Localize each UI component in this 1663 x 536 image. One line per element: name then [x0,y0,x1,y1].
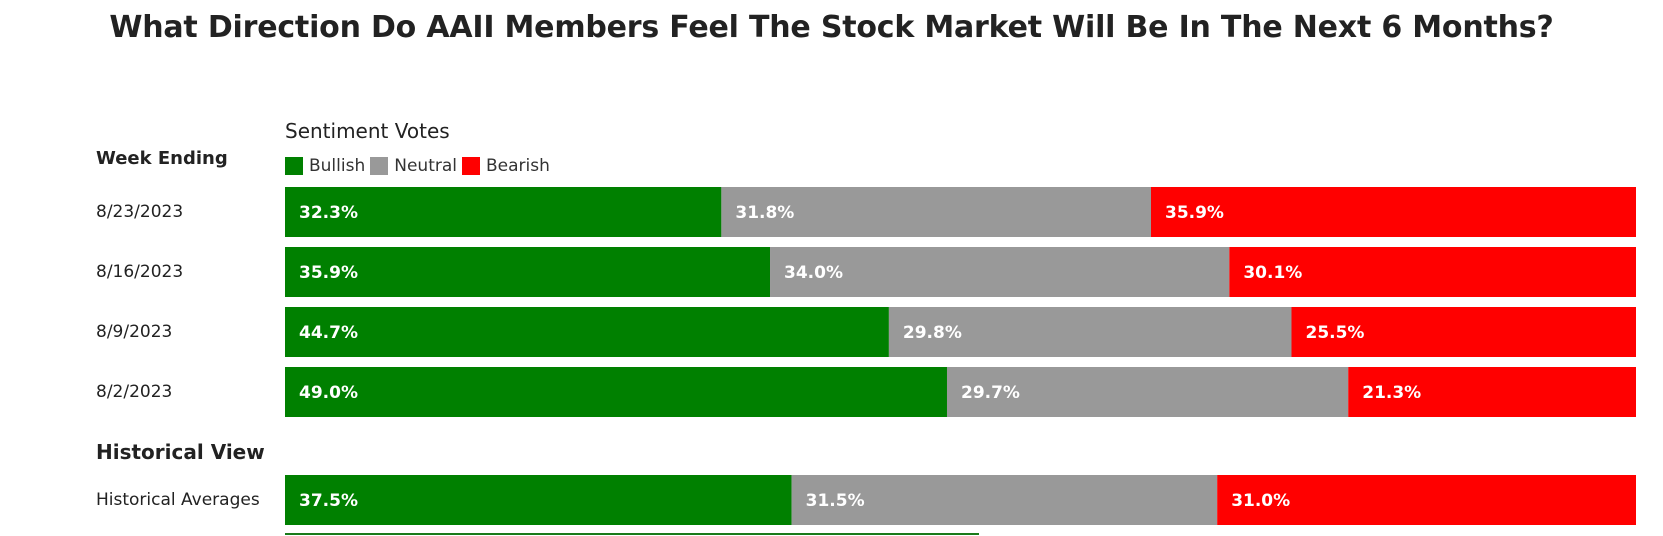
data-label-historical-neutral: 31.5% [806,491,865,511]
data-label-week-2-neutral: 34.0% [784,263,843,283]
legend-swatch-bullish [285,157,303,175]
bar-historical-neutral [791,475,1218,525]
data-label-week-3-neutral: 29.8% [903,323,962,343]
legend-label-neutral: Neutral [394,156,457,176]
bar-historical-bullish [285,475,792,525]
row-label-week-4: 8/2/2023 [96,382,173,402]
week-ending-header: Week Ending [96,148,228,169]
bar-week-2-bearish [1229,247,1636,297]
sentiment-votes-title: Sentiment Votes [285,119,450,143]
bar-week-1-bullish [285,187,722,237]
legend-item-neutral: Neutral [370,156,457,176]
data-label-week-1-neutral: 31.8% [735,203,794,223]
legend-swatch-neutral [370,157,389,175]
legend: Bullish Neutral Bearish [285,156,555,176]
bar-week-1-bearish [1150,187,1636,237]
data-label-week-3-bullish: 44.7% [299,323,358,343]
legend-label-bearish: Bearish [486,156,550,176]
data-label-week-1-bearish: 35.9% [1165,203,1224,223]
row-label-week-1: 8/23/2023 [96,202,184,222]
row-label-week-2: 8/16/2023 [96,262,184,282]
bar-week-3-bullish [285,307,889,357]
historical-averages-label: Historical Averages [96,490,260,510]
legend-label-bullish: Bullish [309,156,366,176]
bar-historical-bearish [1217,475,1636,525]
bar-week-3-bearish [1291,307,1636,357]
bar-week-2-neutral [770,247,1230,297]
historical-view-header: Historical View [96,440,265,464]
data-label-week-4-neutral: 29.7% [961,383,1020,403]
bar-week-1-neutral [721,187,1151,237]
data-label-week-2-bullish: 35.9% [299,263,358,283]
data-label-week-1-bullish: 32.3% [299,203,358,223]
data-label-week-3-bearish: 25.5% [1305,323,1364,343]
chart-title: What Direction Do AAII Members Feel The … [109,10,1554,45]
bar-week-4-bearish [1348,367,1636,417]
legend-swatch-bearish [462,157,480,175]
legend-item-bearish: Bearish [462,156,550,176]
bar-week-2-bullish [285,247,771,297]
row-label-week-3: 8/9/2023 [96,322,173,342]
data-label-week-4-bearish: 21.3% [1362,383,1421,403]
data-label-week-2-bearish: 30.1% [1243,263,1302,283]
legend-item-bullish: Bullish [285,156,365,176]
footer-underline [285,533,979,535]
data-label-historical-bearish: 31.0% [1231,491,1290,511]
data-label-week-4-bullish: 49.0% [299,383,358,403]
bar-week-3-neutral [888,307,1292,357]
data-label-historical-bullish: 37.5% [299,491,358,511]
bar-week-4-neutral [946,367,1349,417]
bar-week-4-bullish [285,367,947,417]
